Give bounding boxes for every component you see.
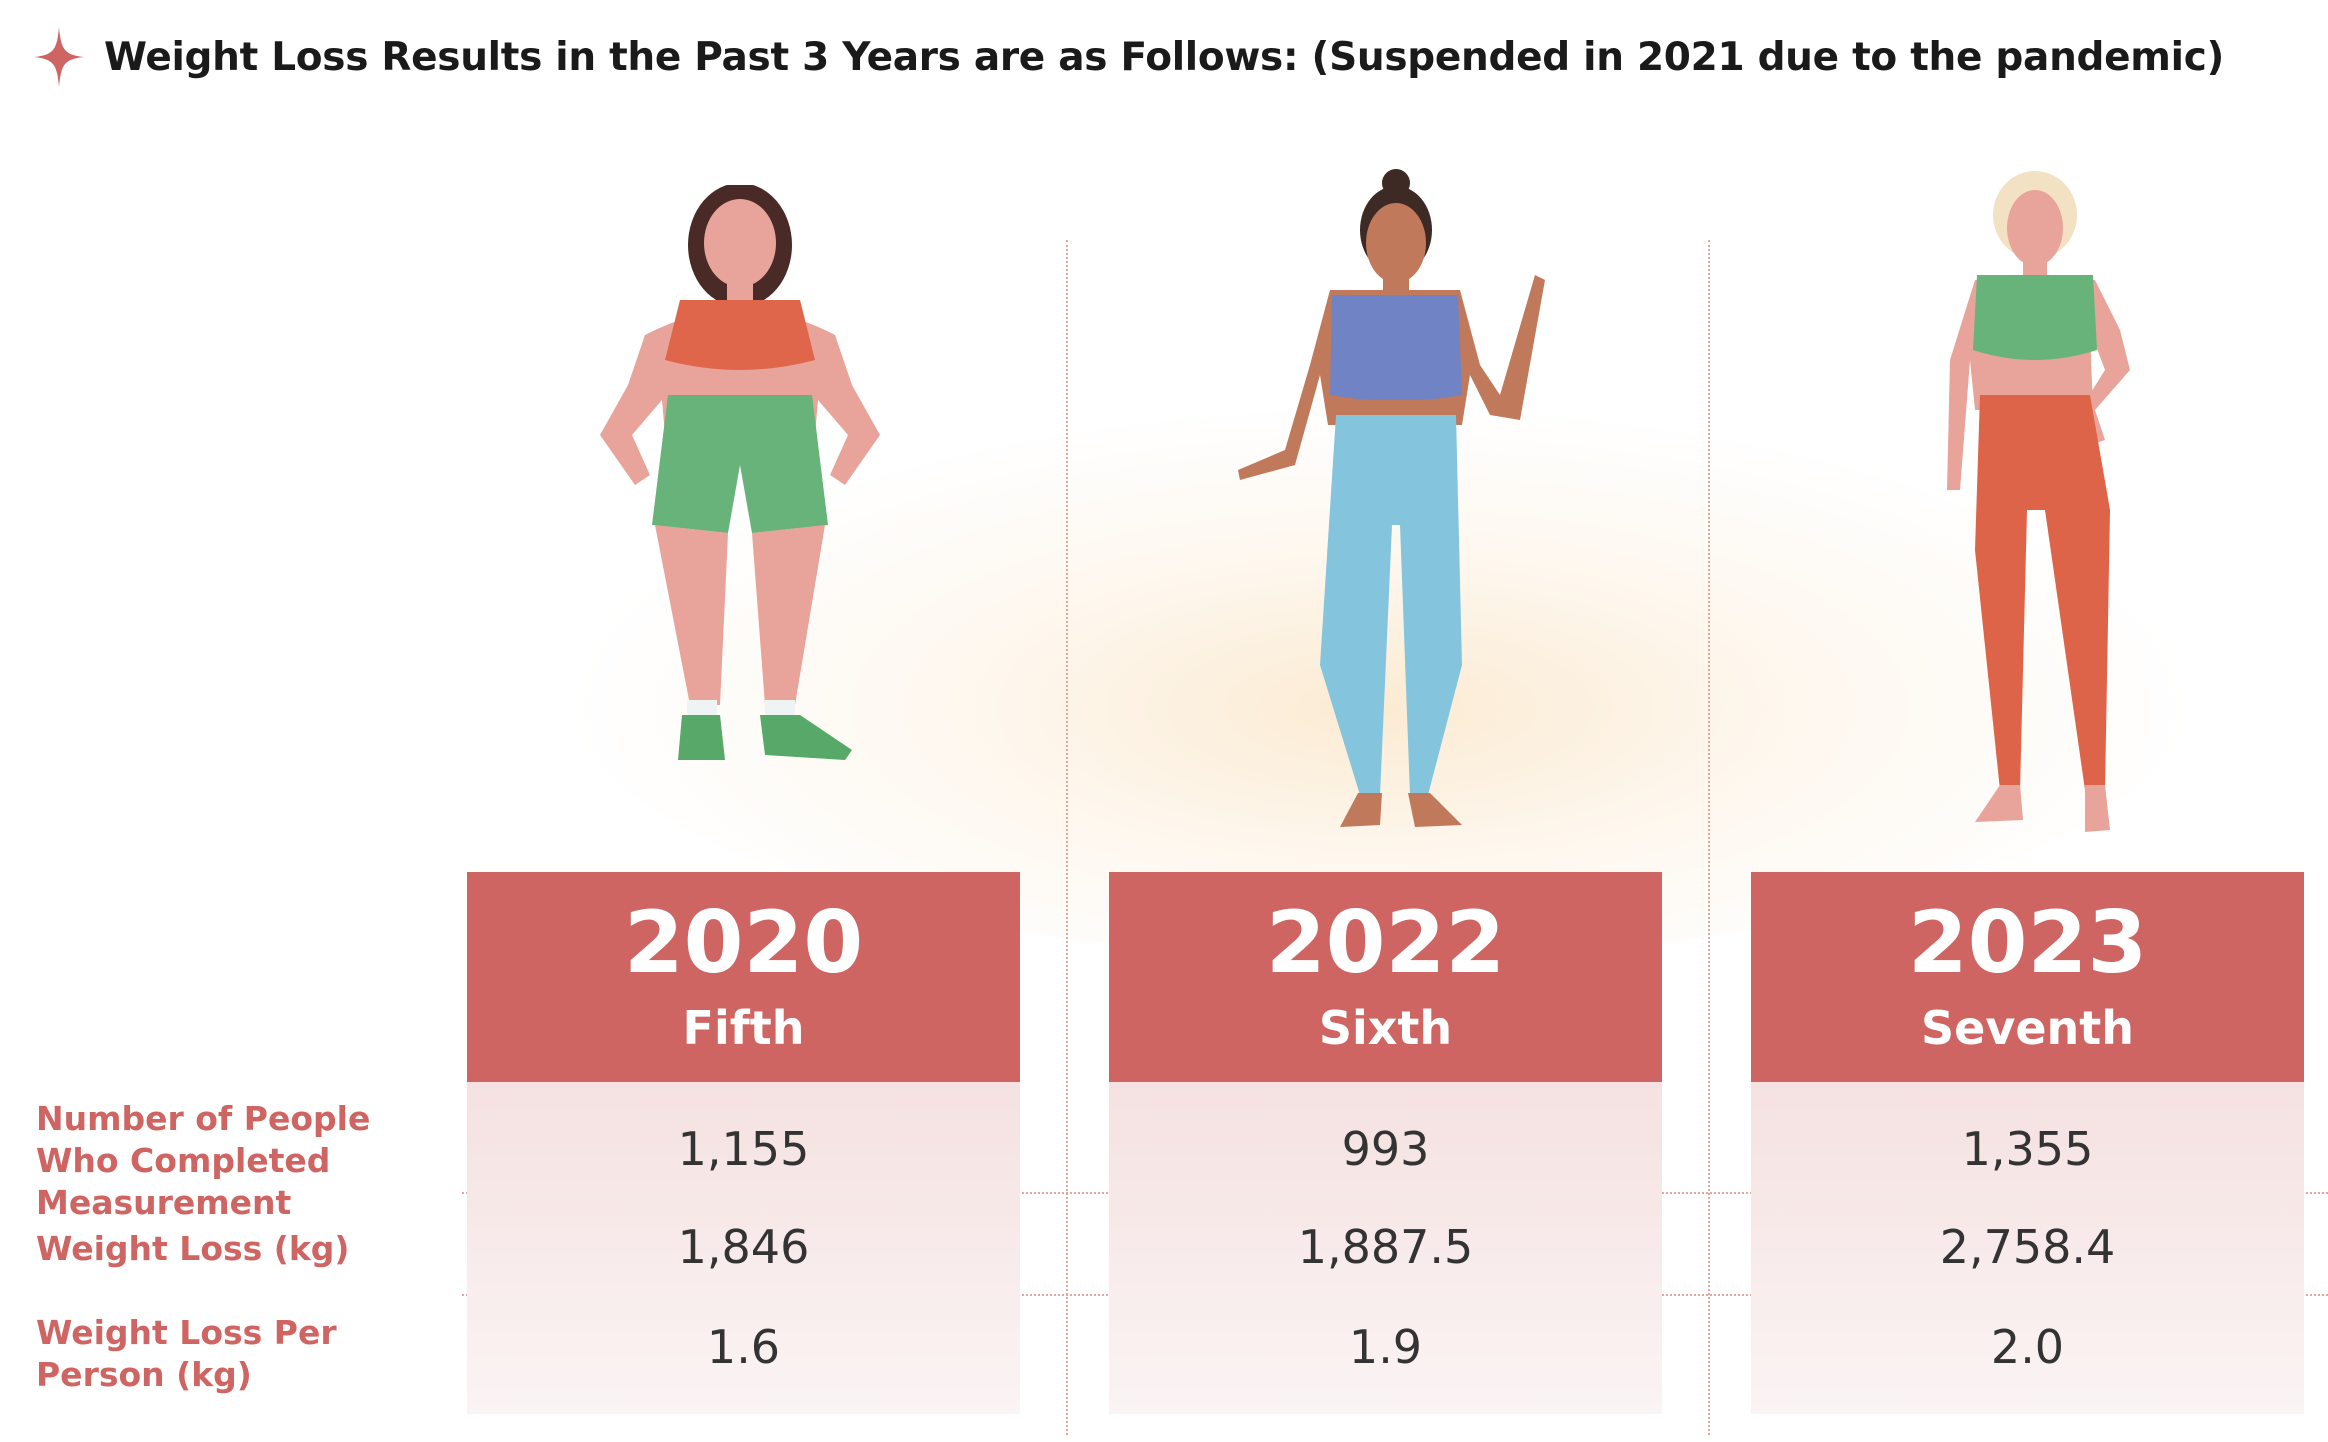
weight-loss-value: 1,846 — [677, 1220, 810, 1274]
session-label: Sixth — [1318, 1001, 1453, 1055]
people-count-value: 993 — [1341, 1122, 1430, 1176]
year-label: 2022 — [1265, 893, 1506, 993]
row-label-per-person: Weight Loss Per Person (kg) — [36, 1313, 337, 1394]
column-header: 2020 Fifth — [467, 872, 1020, 1082]
per-person-value: 2.0 — [1990, 1320, 2065, 1374]
weight-loss-value: 2,758.4 — [1939, 1220, 2116, 1274]
column-body: 993 1,887.5 1.9 — [1109, 1082, 1662, 1414]
page-title: Weight Loss Results in the Past 3 Years … — [104, 34, 2225, 80]
weight-loss-value: 1,887.5 — [1297, 1220, 1474, 1274]
column-body: 1,355 2,758.4 2.0 — [1751, 1082, 2304, 1414]
woman-figure-2020 — [600, 185, 880, 760]
people-count-value: 1,155 — [677, 1122, 810, 1176]
year-label: 2020 — [623, 893, 864, 993]
column-header: 2022 Sixth — [1109, 872, 1662, 1082]
sparkle-icon — [34, 27, 84, 87]
column-header: 2023 Seventh — [1751, 872, 2304, 1082]
column-2020: 2020 Fifth 1,155 1,846 1.6 — [467, 872, 1020, 1414]
page-header: Weight Loss Results in the Past 3 Years … — [34, 22, 2224, 92]
session-label: Fifth — [682, 1001, 805, 1055]
year-label: 2023 — [1907, 893, 2148, 993]
session-label: Seventh — [1921, 1001, 2134, 1055]
column-2022: 2022 Sixth 993 1,887.5 1.9 — [1109, 872, 1662, 1414]
woman-figure-2023 — [1947, 171, 2130, 832]
people-count-value: 1,355 — [1961, 1122, 2094, 1176]
row-label-people: Number of People Who Completed Measureme… — [36, 1099, 371, 1222]
per-person-value: 1.6 — [706, 1320, 781, 1374]
column-divider — [1066, 240, 1068, 1435]
column-body: 1,155 1,846 1.6 — [467, 1082, 1020, 1414]
woman-figure-2022 — [1238, 169, 1545, 827]
column-2023: 2023 Seventh 1,355 2,758.4 2.0 — [1751, 872, 2304, 1414]
per-person-value: 1.9 — [1348, 1320, 1423, 1374]
column-divider — [1708, 240, 1710, 1435]
row-label-weight-loss: Weight Loss (kg) — [36, 1229, 350, 1268]
